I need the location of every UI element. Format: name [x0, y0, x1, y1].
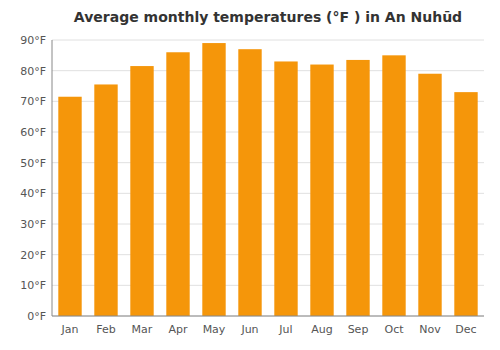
chart-container: Average monthly temperatures (°F ) in An…: [0, 0, 500, 350]
y-tick-label: 90°F: [20, 34, 46, 47]
chart: Average monthly temperatures (°F ) in An…: [0, 0, 500, 350]
x-tick-label: May: [203, 323, 226, 336]
y-tick-label: 60°F: [20, 126, 46, 139]
x-tick-label: Oct: [384, 323, 404, 336]
x-axis-line: [52, 316, 484, 317]
y-axis-line: [52, 40, 53, 316]
x-tick-label: Jan: [61, 323, 79, 336]
x-tick-label: Jul: [278, 323, 292, 336]
y-tick-label: 10°F: [20, 279, 46, 292]
x-tick-label: Mar: [132, 323, 153, 336]
bar: [94, 84, 117, 316]
bar: [58, 97, 81, 316]
grid-line: [52, 316, 484, 317]
y-tick-label: 30°F: [20, 218, 46, 231]
bar: [346, 60, 369, 316]
bar: [274, 61, 297, 316]
bar: [130, 66, 153, 316]
x-axis: Jan Feb Mar Apr May Jun Jul Aug Sep Oct Nov Dec: [52, 40, 484, 336]
y-tick-label: 50°F: [20, 157, 46, 170]
title: Average monthly temperatures (°F ) in An…: [74, 9, 462, 25]
bar: [382, 55, 405, 316]
x-tick-label: Feb: [96, 323, 115, 336]
y-tick-label: 0°F: [27, 310, 46, 323]
x-tick-label: Dec: [455, 323, 476, 336]
page: {"chart_data": {"type": "bar", "title": …: [0, 0, 500, 350]
x-tick-label: Jun: [240, 323, 258, 336]
x-tick-label: Aug: [311, 323, 332, 336]
bar: [238, 49, 261, 316]
x-tick-label: Nov: [419, 323, 441, 336]
grid-line: [52, 70, 484, 71]
bar: [310, 65, 333, 316]
bars: [58, 43, 477, 316]
grid: [52, 40, 484, 316]
y-tick-label: 40°F: [20, 187, 46, 200]
bar: [418, 74, 441, 316]
x-tick-label: Apr: [168, 323, 188, 336]
x-tick-label: Sep: [348, 323, 369, 336]
bar: [454, 92, 477, 316]
y-tick-label: 70°F: [20, 95, 46, 108]
bar: [202, 43, 225, 316]
y-tick-label: 20°F: [20, 249, 46, 262]
grid-line: [52, 40, 484, 41]
y-axis: 0°F 10°F 20°F 30°F 40°F 50°F 60°F 70°F 80°F 90°F: [20, 34, 46, 323]
bar: [166, 52, 189, 316]
y-tick-label: 80°F: [20, 65, 46, 78]
